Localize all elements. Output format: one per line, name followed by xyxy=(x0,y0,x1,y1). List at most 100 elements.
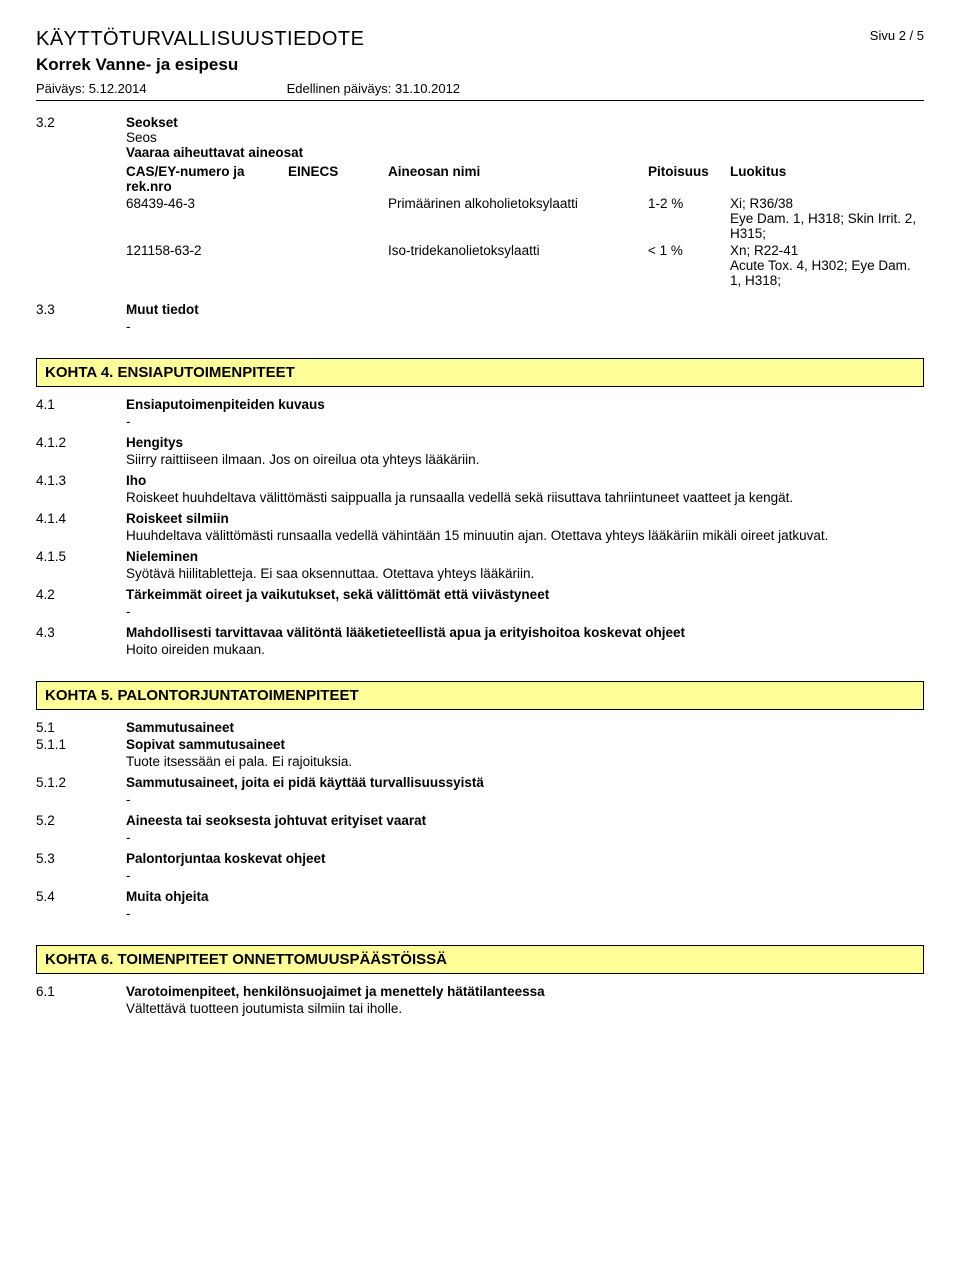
item-body: Iho Roiskeet huuhdeltava välittömästi sa… xyxy=(126,473,924,505)
item-text: - xyxy=(126,792,924,807)
item-text: Huuhdeltava välittömästi runsaalla vedel… xyxy=(126,528,924,543)
item-title: Sammutusaineet, joita ei pidä käyttää tu… xyxy=(126,775,924,790)
item-4-1-5: 4.1.5 Nieleminen Syötävä hiilitabletteja… xyxy=(36,549,924,581)
item-number: 5.4 xyxy=(36,889,126,921)
item-text: - xyxy=(126,906,924,921)
item-text: Hoito oireiden mukaan. xyxy=(126,642,924,657)
item-text: Siirry raittiiseen ilmaan. Jos on oireil… xyxy=(126,452,924,467)
item-title: Sammutusaineet xyxy=(126,720,924,735)
ingredient-cas: 68439-46-3 xyxy=(126,196,288,241)
item-number: 5.1.1 xyxy=(36,737,126,769)
previous-date: Edellinen päiväys: 31.10.2012 xyxy=(287,81,460,96)
section-number: 3.3 xyxy=(36,302,126,334)
document-title: KÄYTTÖTURVALLISUUSTIEDOTE xyxy=(36,28,365,51)
item-title: Muita ohjeita xyxy=(126,889,924,904)
item-number: 4.1.3 xyxy=(36,473,126,505)
item-title: Roiskeet silmiin xyxy=(126,511,924,526)
section-3-3: 3.3 Muut tiedot - xyxy=(36,302,924,334)
item-body: Roiskeet silmiin Huuhdeltava välittömäst… xyxy=(126,511,924,543)
item-body: Ensiaputoimenpiteiden kuvaus - xyxy=(126,397,924,429)
page-number: Sivu 2 / 5 xyxy=(870,28,924,43)
item-number: 4.1.4 xyxy=(36,511,126,543)
item-6-1: 6.1 Varotoimenpiteet, henkilönsuojaimet … xyxy=(36,984,924,1016)
danger-label: Vaaraa aiheuttavat aineosat xyxy=(126,145,924,160)
ingredient-einecs xyxy=(288,196,388,241)
item-4-1: 4.1 Ensiaputoimenpiteiden kuvaus - xyxy=(36,397,924,429)
ingredients-header: CAS/EY-numero ja rek.nro EINECS Aineosan… xyxy=(126,164,924,194)
item-body: Nieleminen Syötävä hiilitabletteja. Ei s… xyxy=(126,549,924,581)
section-subtitle: Seos xyxy=(126,130,924,145)
col-einecs-header: EINECS xyxy=(288,164,388,194)
col-class-header: Luokitus xyxy=(730,164,924,194)
item-title: Hengitys xyxy=(126,435,924,450)
ingredients-table: CAS/EY-numero ja rek.nro EINECS Aineosan… xyxy=(126,164,924,288)
item-title: Palontorjuntaa koskevat ohjeet xyxy=(126,851,924,866)
item-number: 4.1 xyxy=(36,397,126,429)
item-title: Aineesta tai seoksesta johtuvat erityise… xyxy=(126,813,924,828)
ingredient-class: Xn; R22-41 Acute Tox. 4, H302; Eye Dam. … xyxy=(730,243,924,288)
current-date: Päiväys: 5.12.2014 xyxy=(36,81,147,96)
kohta4-header: KOHTA 4. ENSIAPUTOIMENPITEET xyxy=(36,358,924,387)
item-5-1-1: 5.1.1 Sopivat sammutusaineet Tuote itses… xyxy=(36,737,924,769)
item-number: 5.1 xyxy=(36,720,126,735)
item-body: Varotoimenpiteet, henkilönsuojaimet ja m… xyxy=(126,984,924,1016)
item-title: Nieleminen xyxy=(126,549,924,564)
item-text: Roiskeet huuhdeltava välittömästi saippu… xyxy=(126,490,924,505)
item-body: Mahdollisesti tarvittavaa välitöntä lääk… xyxy=(126,625,924,657)
item-text: - xyxy=(126,868,924,883)
item-5-4: 5.4 Muita ohjeita - xyxy=(36,889,924,921)
kohta6-header: KOHTA 6. TOIMENPITEET ONNETTOMUUSPÄÄSTÖI… xyxy=(36,945,924,974)
item-title: Iho xyxy=(126,473,924,488)
item-text: - xyxy=(126,604,924,619)
section-body: Muut tiedot - xyxy=(126,302,924,334)
document-page: KÄYTTÖTURVALLISUUSTIEDOTE Sivu 2 / 5 Kor… xyxy=(0,0,960,1044)
item-4-2: 4.2 Tärkeimmät oireet ja vaikutukset, se… xyxy=(36,587,924,619)
item-title: Ensiaputoimenpiteiden kuvaus xyxy=(126,397,924,412)
item-text: - xyxy=(126,414,924,429)
item-5-1-2: 5.1.2 Sammutusaineet, joita ei pidä käyt… xyxy=(36,775,924,807)
kohta5-header: KOHTA 5. PALONTORJUNTATOIMENPITEET xyxy=(36,681,924,710)
item-title: Varotoimenpiteet, henkilönsuojaimet ja m… xyxy=(126,984,924,999)
ingredient-conc: 1-2 % xyxy=(648,196,730,241)
item-text: - xyxy=(126,830,924,845)
item-number: 4.2 xyxy=(36,587,126,619)
item-number: 5.1.2 xyxy=(36,775,126,807)
item-4-1-3: 4.1.3 Iho Roiskeet huuhdeltava välittömä… xyxy=(36,473,924,505)
section-3-2: 3.2 Seokset Seos Vaaraa aiheuttavat aine… xyxy=(36,115,924,288)
col-cas-header: CAS/EY-numero ja rek.nro xyxy=(126,164,288,194)
item-4-1-2: 4.1.2 Hengitys Siirry raittiiseen ilmaan… xyxy=(36,435,924,467)
ingredient-conc: < 1 % xyxy=(648,243,730,288)
item-text: Vältettävä tuotteen joutumista silmiin t… xyxy=(126,1001,924,1016)
item-number: 4.1.5 xyxy=(36,549,126,581)
item-body: Sammutusaineet xyxy=(126,720,924,735)
item-body: Hengitys Siirry raittiiseen ilmaan. Jos … xyxy=(126,435,924,467)
item-5-1: 5.1 Sammutusaineet xyxy=(36,720,924,735)
ingredient-row: 68439-46-3 Primäärinen alkoholietoksylaa… xyxy=(126,196,924,241)
date-row: Päiväys: 5.12.2014 Edellinen päiväys: 31… xyxy=(36,81,924,101)
item-title: Sopivat sammutusaineet xyxy=(126,737,924,752)
item-body: Muita ohjeita - xyxy=(126,889,924,921)
item-body: Palontorjuntaa koskevat ohjeet - xyxy=(126,851,924,883)
item-4-1-4: 4.1.4 Roiskeet silmiin Huuhdeltava välit… xyxy=(36,511,924,543)
ingredient-name: Primäärinen alkoholietoksylaatti xyxy=(388,196,648,241)
item-body: Aineesta tai seoksesta johtuvat erityise… xyxy=(126,813,924,845)
col-conc-header: Pitoisuus xyxy=(648,164,730,194)
item-text: Syötävä hiilitabletteja. Ei saa oksennut… xyxy=(126,566,924,581)
item-number: 4.3 xyxy=(36,625,126,657)
header-row: KÄYTTÖTURVALLISUUSTIEDOTE Sivu 2 / 5 xyxy=(36,28,924,51)
item-title: Tärkeimmät oireet ja vaikutukset, sekä v… xyxy=(126,587,924,602)
item-5-2: 5.2 Aineesta tai seoksesta johtuvat erit… xyxy=(36,813,924,845)
section-title: Muut tiedot xyxy=(126,302,924,317)
item-body: Sopivat sammutusaineet Tuote itsessään e… xyxy=(126,737,924,769)
ingredient-cas: 121158-63-2 xyxy=(126,243,288,288)
item-number: 5.3 xyxy=(36,851,126,883)
item-body: Sammutusaineet, joita ei pidä käyttää tu… xyxy=(126,775,924,807)
section-dash: - xyxy=(126,319,924,334)
item-number: 5.2 xyxy=(36,813,126,845)
ingredient-name: Iso-tridekanolietoksylaatti xyxy=(388,243,648,288)
ingredient-einecs xyxy=(288,243,388,288)
item-5-3: 5.3 Palontorjuntaa koskevat ohjeet - xyxy=(36,851,924,883)
item-number: 6.1 xyxy=(36,984,126,1016)
item-number: 4.1.2 xyxy=(36,435,126,467)
ingredient-class: Xi; R36/38 Eye Dam. 1, H318; Skin Irrit.… xyxy=(730,196,924,241)
